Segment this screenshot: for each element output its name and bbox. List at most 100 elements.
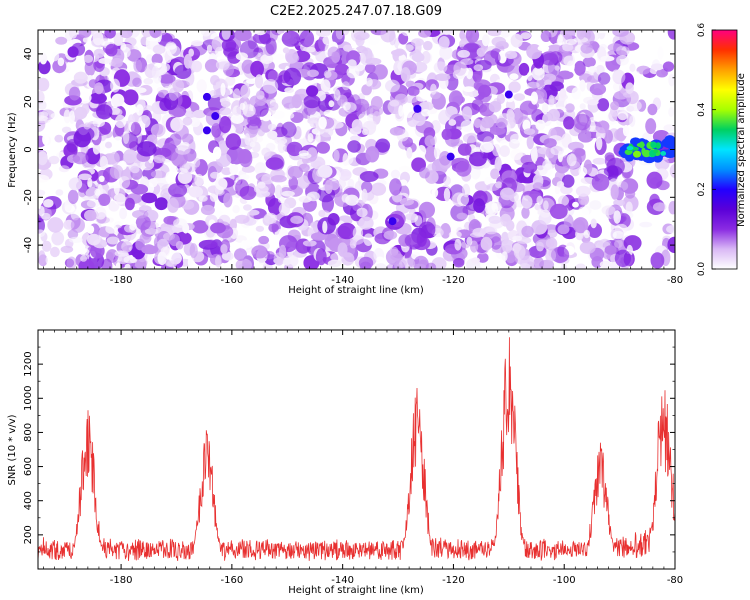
heatmap-cell <box>153 154 166 164</box>
heatmap-cell <box>315 30 331 38</box>
heatmap-cell <box>181 171 189 184</box>
heatmap-cell <box>531 148 538 163</box>
snr-x-tick-label: -160 <box>221 575 244 586</box>
heatmap-cell <box>557 34 563 46</box>
heatmap-cell <box>75 126 95 142</box>
heatmap-cell <box>443 176 451 186</box>
heatmap-cell <box>200 30 212 37</box>
heatmap-cell <box>520 255 535 269</box>
heatmap-cell <box>578 166 588 177</box>
heatmap-cell <box>79 248 90 256</box>
heatmap-cell <box>94 188 101 196</box>
heatmap-cell <box>466 236 473 246</box>
heatmap-cell <box>268 223 279 233</box>
heatmap-cell <box>80 255 88 262</box>
heatmap-cell <box>414 40 422 55</box>
heatmap-cell <box>448 119 457 126</box>
heatmap-cell <box>401 30 412 37</box>
heatmap-cell <box>129 221 137 231</box>
heatmap-cell <box>187 257 194 268</box>
signal-band-peak <box>655 142 660 149</box>
heatmap-cell <box>143 78 154 85</box>
heatmap-cell <box>657 46 664 60</box>
heatmap-cell <box>189 243 198 259</box>
heatmap-cell <box>549 203 568 220</box>
heatmap-cell <box>141 245 159 255</box>
heatmap-cell <box>105 224 118 234</box>
heatmap-cell <box>278 202 291 216</box>
heatmap-cell <box>453 61 467 76</box>
heatmap-cell <box>88 92 107 104</box>
heatmap-cell <box>86 233 101 246</box>
heatmap-cell <box>622 124 630 137</box>
snr-x-tick-label: -80 <box>667 575 683 586</box>
heatmap-cell <box>246 78 257 84</box>
heatmap-cell <box>198 195 208 202</box>
snr-series-line <box>38 337 675 562</box>
heatmap-cell <box>491 36 507 47</box>
snr-y-label: SNR (10 * v/v) <box>7 414 18 485</box>
heatmap-cell <box>610 184 619 200</box>
heatmap-hotspot <box>388 217 397 226</box>
heatmap-cell <box>119 207 128 220</box>
colorbar-ticks: 0.0 0.2 0.4 0.6 <box>697 23 716 276</box>
heatmap-cell <box>182 133 194 145</box>
heatmap-cell <box>130 184 149 195</box>
heatmap-cell <box>577 206 590 221</box>
heatmap-cell <box>612 82 623 92</box>
heatmap-cell <box>398 105 404 117</box>
heatmap-cell <box>260 54 274 65</box>
heatmap-cell <box>518 62 530 76</box>
spectrogram-x-tick-label: -80 <box>667 275 683 286</box>
heatmap-cell <box>624 189 636 199</box>
heatmap-cell <box>465 30 480 44</box>
heatmap-cell <box>587 222 602 238</box>
heatmap-cell <box>572 201 579 208</box>
heatmap-cell <box>67 46 79 58</box>
heatmap-cell <box>232 205 240 214</box>
heatmap-cell <box>541 102 549 115</box>
heatmap-cell <box>600 55 615 62</box>
signal-band-peak <box>660 150 667 156</box>
heatmap-cell <box>579 79 586 92</box>
heatmap-cell <box>258 235 270 245</box>
heatmap-cell <box>456 212 468 220</box>
heatmap-cell <box>663 124 675 132</box>
heatmap-cell <box>119 30 133 39</box>
heatmap-cell <box>389 127 404 136</box>
heatmap-cell <box>397 30 403 35</box>
heatmap-cell <box>93 48 105 58</box>
heatmap-cell <box>337 242 348 257</box>
heatmap-cell <box>521 161 538 174</box>
heatmap-cell <box>462 183 471 198</box>
heatmap-cell <box>520 32 532 40</box>
heatmap-cell <box>502 238 513 254</box>
heatmap-hotspot <box>202 92 211 101</box>
heatmap-cell <box>361 188 368 203</box>
heatmap-cell <box>478 84 492 98</box>
heatmap-cell <box>413 255 429 269</box>
heatmap-cell <box>38 151 48 166</box>
heatmap-cell <box>557 224 570 235</box>
heatmap-cell <box>215 177 228 191</box>
heatmap-cell <box>341 193 350 203</box>
heatmap-cell <box>366 120 377 130</box>
snr-x-tick-label: -120 <box>442 575 465 586</box>
heatmap-cell <box>465 201 481 211</box>
heatmap-cell <box>38 229 46 238</box>
heatmap-cell <box>182 223 190 234</box>
heatmap-cell <box>414 215 423 227</box>
heatmap-cell <box>472 227 487 237</box>
spectrogram-panel: -180 -160 -140 -120 -100 -80 -40 -20 0 20 40 Heig… <box>7 29 683 296</box>
heatmap-cell <box>241 165 255 173</box>
heatmap-cell <box>318 116 327 130</box>
heatmap-cell <box>220 244 228 254</box>
heatmap-cell <box>286 112 295 119</box>
heatmap-cell <box>306 85 319 97</box>
heatmap-cell <box>151 53 163 66</box>
heatmap-cell <box>462 86 475 93</box>
heatmap-cell <box>457 49 471 58</box>
heatmap-cell <box>479 141 494 153</box>
heatmap-cell <box>386 262 404 269</box>
heatmap-cell <box>121 241 133 253</box>
